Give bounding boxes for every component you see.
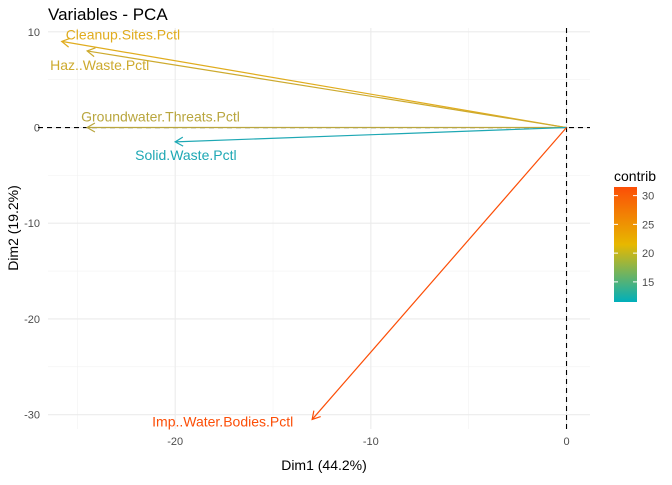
y-tick-label: 10 xyxy=(28,27,40,39)
legend-ticks: 30 25 20 15 xyxy=(614,191,654,289)
variable-label: Imp..Water.Bodies.Pctl xyxy=(152,413,293,429)
variable-label: Groundwater.Threats.Pctl xyxy=(81,109,240,125)
arrow-line xyxy=(311,127,567,420)
arrow-head xyxy=(85,47,96,58)
arrow-line xyxy=(61,40,567,129)
legend-color-bar xyxy=(614,187,637,302)
plot-area: -20 -10 0 10 0 -10 -20 -30 Cleanup.Sites.Pctl Haz… xyxy=(24,26,590,448)
arrow-head xyxy=(85,122,96,133)
x-tick-label: 0 xyxy=(563,436,569,448)
variable-label: Cleanup.Sites.Pctl xyxy=(66,26,180,42)
arrow-head xyxy=(173,136,184,147)
arrow-line xyxy=(175,126,567,143)
x-tick-label: -20 xyxy=(167,436,183,448)
variable-label: Haz..Waste.Pctl xyxy=(50,57,149,73)
contrib-legend: contrib 30 25 20 15 xyxy=(614,168,656,302)
y-axis-title: Dim2 (19.2%) xyxy=(5,185,21,271)
x-tick-label: -10 xyxy=(363,436,379,448)
legend-tick-label: 20 xyxy=(642,248,654,260)
chart-title: Variables - PCA xyxy=(48,5,168,24)
y-tick-label: -10 xyxy=(24,218,40,230)
y-tick-label: -30 xyxy=(24,410,40,422)
arrow-line xyxy=(87,50,567,129)
y-tick-label: -20 xyxy=(24,314,40,326)
arrow-head xyxy=(311,410,321,421)
legend-title: contrib xyxy=(614,168,656,184)
legend-tick-label: 15 xyxy=(642,277,654,289)
legend-tick-label: 25 xyxy=(642,219,654,231)
arrow-head xyxy=(60,37,71,48)
x-axis-title: Dim1 (44.2%) xyxy=(281,457,367,473)
y-tick-label: 0 xyxy=(34,123,40,135)
legend-tick-label: 30 xyxy=(642,191,654,203)
variable-label: Solid.Waste.Pctl xyxy=(135,147,236,163)
